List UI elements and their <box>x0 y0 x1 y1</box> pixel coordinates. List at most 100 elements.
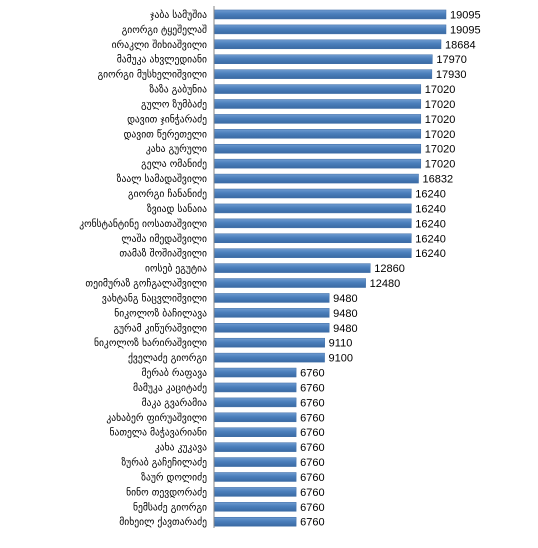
value-label: 19095 <box>450 24 481 36</box>
value-label: 16240 <box>415 189 446 201</box>
value-label: 19095 <box>450 9 481 21</box>
bar <box>213 397 297 408</box>
value-label: 6760 <box>300 502 324 514</box>
value-label: 17020 <box>425 159 456 171</box>
value-label: 18684 <box>445 39 476 51</box>
category-label: კონსტანტინე იოსათაშვილი <box>79 219 207 230</box>
value-label: 9480 <box>333 293 357 305</box>
bar <box>213 173 419 184</box>
value-label: 6760 <box>300 517 324 529</box>
bar <box>213 248 412 258</box>
category-label: კახა გურული <box>146 144 207 155</box>
category-label: გურამ კიწურაშვილი <box>113 323 207 334</box>
value-label: 17970 <box>436 54 467 66</box>
bar <box>213 308 330 318</box>
category-label: ზვიად სანაია <box>147 204 207 215</box>
category-label: კახა კუკავა <box>155 443 207 454</box>
value-label: 17020 <box>425 114 456 126</box>
category-label: ნიკოლოზ ბაჩილავა <box>114 308 207 319</box>
bar <box>213 218 412 229</box>
bar <box>213 233 412 244</box>
bar <box>213 427 297 437</box>
bar <box>213 487 297 497</box>
bar <box>213 24 447 35</box>
category-label: ქველაძე გიორგი <box>128 353 207 364</box>
category-label: ნემსაძე გიორგი <box>133 502 207 513</box>
bar <box>213 323 330 333</box>
value-label: 17020 <box>425 84 456 96</box>
value-label: 6760 <box>300 487 324 499</box>
category-label: ზურაბ გაჩეჩილაძე <box>121 458 207 469</box>
value-label: 16240 <box>415 233 446 245</box>
value-label: 17930 <box>436 69 467 81</box>
bar <box>213 337 325 348</box>
bar <box>213 442 297 452</box>
bar <box>213 367 297 378</box>
bar <box>213 54 433 64</box>
value-labels: 19095 19095 18684 17970 17930 17020 17020 17020… <box>300 9 480 528</box>
bar <box>213 188 412 199</box>
category-label: ჯაბა სამუშია <box>150 10 207 21</box>
category-label: გიორგი ჩანანიძე <box>128 189 207 200</box>
bar <box>213 143 422 154</box>
value-label: 17020 <box>425 99 456 111</box>
category-label: ზაალ სამადაშვილი <box>117 174 207 185</box>
value-label: 16240 <box>415 248 446 260</box>
category-label: ნინო თევდორაძე <box>126 487 207 498</box>
bar <box>213 114 422 124</box>
category-label: იოსებ ეგუტია <box>145 264 207 275</box>
bar <box>213 457 297 467</box>
bar <box>213 293 330 303</box>
value-label: 6760 <box>300 457 324 469</box>
value-label: 16832 <box>423 174 454 186</box>
category-label: მერაბ რაფავა <box>142 368 208 379</box>
category-label: გიორგი მუსხელიშვილი <box>98 70 207 81</box>
category-label: ირაკლი შიხიაშვილი <box>112 40 207 51</box>
category-label: გიორგი ტყეშელაშ <box>122 25 207 36</box>
value-label: 17020 <box>425 129 456 141</box>
value-label: 9480 <box>333 323 357 335</box>
category-label: თეიმურაზ გოჩგალაშვილი <box>85 279 207 290</box>
bar <box>213 203 412 214</box>
bar <box>213 412 297 423</box>
value-label: 6760 <box>300 412 324 424</box>
value-label: 6760 <box>300 382 324 394</box>
category-label: მამუკა ახვლედიანი <box>117 55 207 66</box>
bar <box>213 69 433 79</box>
value-label: 12860 <box>374 263 405 275</box>
category-label: დავით ჯინჭარაძე <box>127 114 207 125</box>
bar <box>213 516 297 527</box>
category-label: ზაურ დოლიძე <box>141 472 207 483</box>
value-label: 6760 <box>300 368 324 380</box>
value-label: 16240 <box>415 203 446 215</box>
category-label: გულო ზუმბაძე <box>141 99 207 110</box>
value-label: 6760 <box>300 427 324 439</box>
value-label: 17020 <box>425 144 456 156</box>
bar <box>213 9 447 20</box>
value-label: 9480 <box>333 308 357 320</box>
value-label: 9110 <box>329 338 353 350</box>
value-label: 6760 <box>300 442 324 454</box>
bar <box>213 278 366 288</box>
category-label: თამაზ შოშიაშვილი <box>119 249 207 260</box>
category-label: კახაბერ ფირუაშვილი <box>106 413 207 424</box>
bar <box>213 352 325 363</box>
category-label: მიხეილ ქავთარაძე <box>119 517 207 528</box>
value-label: 6760 <box>300 397 324 409</box>
category-label: გელა ომანიძე <box>141 159 207 170</box>
bar <box>213 382 297 393</box>
bar <box>213 502 297 512</box>
bar <box>213 158 422 169</box>
category-label: დავით წერეთელი <box>124 129 207 140</box>
category-label: ვახტანგ ნაცვლიშვილი <box>102 293 207 304</box>
bar <box>213 84 422 94</box>
bar <box>213 99 422 109</box>
bar <box>213 263 371 273</box>
bar <box>213 472 297 482</box>
category-label: ზაზა გაბუნია <box>149 85 207 96</box>
bar <box>213 39 442 50</box>
category-label: მაკა გვარამია <box>142 398 208 409</box>
category-label: ნათელა მაჭავარიანი <box>109 428 207 439</box>
